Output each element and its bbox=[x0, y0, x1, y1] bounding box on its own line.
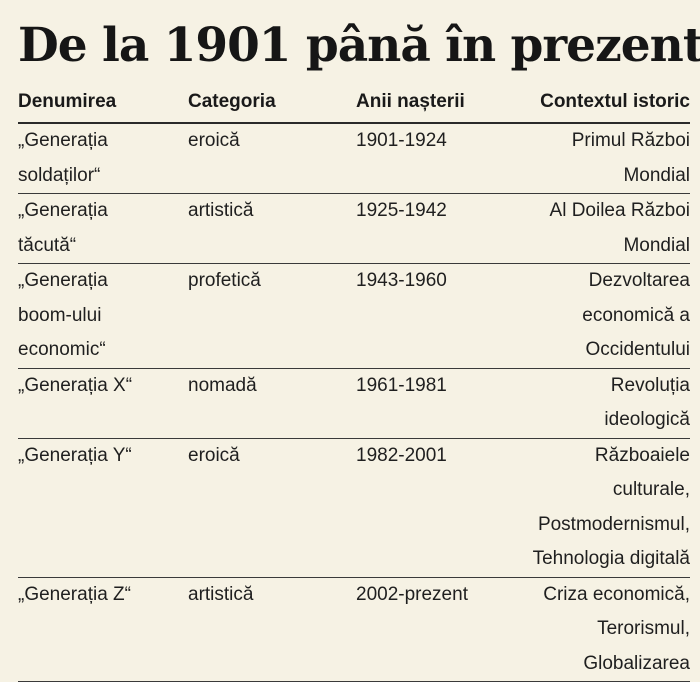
table-row: „Generația tăcută“ artistică 1925-1942 Al Do… bbox=[18, 193, 690, 264]
cell-context-line: Revoluția bbox=[610, 374, 690, 396]
cell-years: 1943-1960 bbox=[356, 263, 508, 369]
cell-name-line: boom-ului bbox=[18, 304, 102, 326]
cell-category: eroică bbox=[188, 123, 356, 194]
cell-category: artistică bbox=[188, 577, 356, 682]
cell-context-line: Mondial bbox=[623, 234, 690, 256]
cell-context-line: ideologică bbox=[604, 409, 690, 430]
cell-context: Al Doilea Război Mondial bbox=[508, 193, 690, 264]
cell-context: Războaiele culturale, Postmodernismul, Teh… bbox=[508, 438, 690, 578]
cell-context: Dezvoltarea economică a Occidentului bbox=[508, 263, 690, 369]
column-header-name: Denumirea bbox=[18, 91, 188, 124]
cell-name-line: „Generația bbox=[18, 270, 108, 291]
cell-name-line: soldaților“ bbox=[18, 164, 101, 186]
cell-name: „Generația Y“ bbox=[18, 438, 188, 578]
cell-context: Revoluția ideologică bbox=[508, 368, 690, 439]
table-row: „Generația boom-ului economic“ profetică 194… bbox=[18, 263, 690, 369]
table-header-row: Denumirea Categoria Anii nașterii Contex… bbox=[18, 91, 690, 124]
cell-name-line: „Generația Y“ bbox=[18, 444, 132, 466]
cell-context-line: Terorismul, bbox=[597, 618, 690, 639]
cell-context-line: Dezvoltarea bbox=[588, 270, 690, 291]
cell-context-line: Mondial bbox=[623, 164, 690, 186]
cell-category: nomadă bbox=[188, 368, 356, 439]
article-graphic: De la 1901 până în prezent Denumirea Cat… bbox=[18, 18, 700, 682]
cell-context-line: Tehnologia digitală bbox=[532, 548, 690, 569]
cell-category: eroică bbox=[188, 438, 356, 578]
cell-name-line: „Generația bbox=[18, 200, 108, 221]
cell-years: 2002-prezent bbox=[356, 577, 508, 682]
cell-category: artistică bbox=[188, 193, 356, 264]
cell-name: „Generația Z“ bbox=[18, 577, 188, 682]
cell-category: profetică bbox=[188, 263, 356, 369]
table-row: „Generația Z“ artistică 2002-prezent Criza … bbox=[18, 577, 690, 682]
table-row: „Generația Y“ eroică 1982-2001 Războaiele c… bbox=[18, 438, 690, 578]
cell-name-line: „Generația Z“ bbox=[18, 583, 131, 605]
cell-years: 1901-1924 bbox=[356, 123, 508, 194]
cell-years: 1961-1981 bbox=[356, 368, 508, 439]
cell-years: 1925-1942 bbox=[356, 193, 508, 264]
cell-years: 1982-2001 bbox=[356, 438, 508, 578]
cell-name-line: „Generația X“ bbox=[18, 374, 133, 396]
cell-name: „Generația boom-ului economic“ bbox=[18, 263, 188, 369]
generations-table: Denumirea Categoria Anii nașterii Contex… bbox=[18, 91, 690, 682]
table-row: „Generația soldaților“ eroică 1901-1924 Prim… bbox=[18, 123, 690, 194]
cell-context-line: Occidentului bbox=[585, 339, 690, 360]
cell-context: Primul Război Mondial bbox=[508, 123, 690, 194]
column-header-category: Categoria bbox=[188, 91, 356, 124]
table-row: „Generația X“ nomadă 1961-1981 Revoluția ide… bbox=[18, 368, 690, 439]
cell-name-line: economic“ bbox=[18, 339, 106, 360]
cell-context-line: Al Doilea Război bbox=[549, 200, 690, 221]
cell-name: „Generația tăcută“ bbox=[18, 193, 188, 264]
cell-context: Criza economică, Terorismul, Globalizarea bbox=[508, 577, 690, 682]
table-body: „Generația soldaților“ eroică 1901-1924 Prim… bbox=[18, 123, 690, 682]
column-header-context: Contextul istoric bbox=[508, 91, 690, 124]
cell-context-line: Postmodernismul, bbox=[537, 513, 690, 535]
cell-name-line: tăcută“ bbox=[18, 234, 77, 256]
cell-context-line: Criza economică, bbox=[543, 583, 690, 605]
cell-name-line: „Generația bbox=[18, 130, 108, 151]
cell-context-line: Primul Război bbox=[571, 130, 690, 151]
cell-name: „Generația X“ bbox=[18, 368, 188, 439]
cell-context-line: Globalizarea bbox=[583, 652, 690, 674]
page-title: De la 1901 până în prezent bbox=[18, 18, 700, 73]
cell-context-line: Războaiele culturale, bbox=[594, 444, 690, 501]
column-header-years: Anii nașterii bbox=[356, 91, 508, 124]
cell-context-line: economică a bbox=[582, 304, 690, 326]
cell-name: „Generația soldaților“ bbox=[18, 123, 188, 194]
